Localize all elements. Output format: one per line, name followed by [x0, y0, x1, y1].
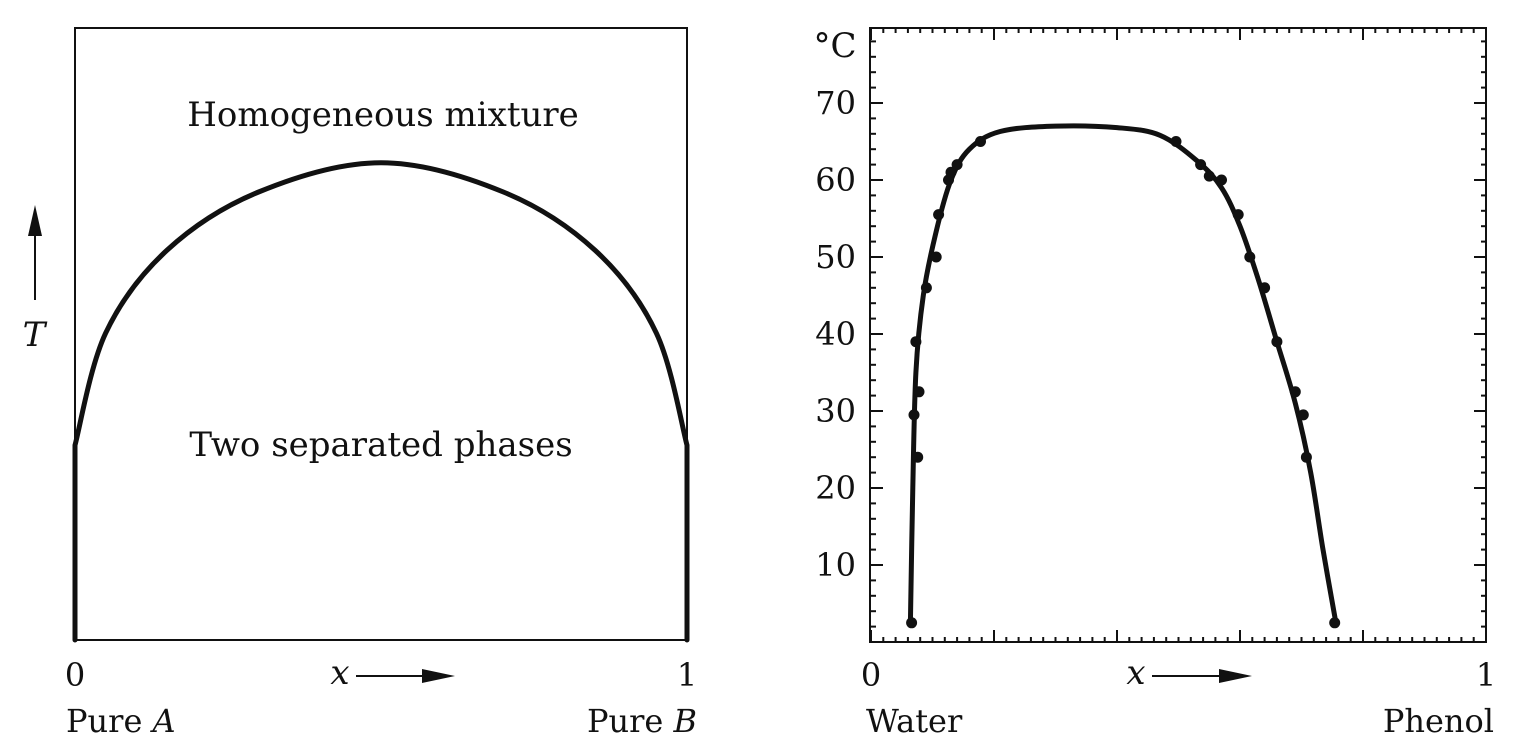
data-point	[1271, 336, 1283, 348]
data-point	[920, 282, 932, 294]
data-point	[1244, 251, 1256, 263]
right-x-tick-label: 0	[861, 656, 881, 694]
y-tick-label: 70	[815, 84, 856, 122]
left-x-axis-label: x	[330, 653, 349, 693]
left-upper-region-label: Homogeneous mixture	[187, 95, 579, 135]
right-axis-ticks	[870, 28, 1487, 643]
data-point	[1232, 209, 1244, 221]
right-panel: 10 20 30 40 50 60 70 °C 0 1 x Water Phenol	[813, 26, 1496, 740]
right-x-end-label-phenol: Phenol	[1383, 702, 1494, 740]
y-tick-label: 60	[815, 161, 856, 199]
data-point	[1195, 159, 1207, 171]
data-point	[975, 136, 986, 147]
data-point	[1259, 282, 1271, 294]
data-point	[1216, 174, 1227, 186]
data-point	[1203, 170, 1215, 182]
right-plot-frame	[869, 27, 1487, 643]
data-point	[912, 451, 924, 463]
right-x-tick-label: 1	[1476, 656, 1496, 694]
left-x-tick-label: 1	[677, 656, 697, 694]
right-y-axis-label: °C	[813, 26, 856, 66]
right-x-axis-label-group: x	[1126, 653, 1252, 693]
right-arrow-icon	[1219, 669, 1252, 683]
y-tick-label: 30	[815, 392, 856, 430]
data-point	[951, 159, 963, 171]
y-tick-label: 20	[815, 469, 856, 507]
left-y-axis-label: T	[23, 315, 48, 355]
data-point	[945, 166, 957, 178]
left-plot-frame	[74, 27, 688, 641]
right-y-tick-labels: 10 20 30 40 50 60 70	[815, 84, 856, 584]
left-x-tick-label: 0	[65, 656, 85, 694]
right-arrow-icon	[422, 669, 455, 683]
data-point	[933, 209, 945, 221]
right-x-end-label-water: Water	[866, 702, 963, 740]
left-lower-region-label: Two separated phases	[189, 425, 572, 465]
data-point	[930, 251, 942, 263]
right-fit-curve	[907, 123, 1339, 626]
data-point	[1297, 409, 1309, 421]
data-point	[908, 409, 920, 421]
y-tick-label: 40	[815, 315, 856, 353]
right-data-points	[906, 136, 1341, 629]
data-point	[1329, 617, 1341, 629]
left-panel: Homogeneous mixture Two separated phases…	[23, 27, 697, 740]
data-point	[906, 617, 918, 629]
y-tick-label: 10	[815, 546, 856, 584]
data-point	[1170, 136, 1182, 147]
left-coexistence-curve	[72, 160, 690, 643]
data-point	[910, 336, 922, 348]
data-point	[1289, 386, 1301, 398]
left-x-end-label-b: Pure B	[587, 702, 697, 740]
left-x-end-label-a: Pure A	[66, 702, 176, 740]
left-x-axis-label-group: x	[330, 653, 455, 693]
data-point	[1300, 451, 1312, 463]
data-point	[913, 386, 925, 398]
right-x-axis-label: x	[1126, 653, 1145, 693]
up-arrow-icon	[28, 205, 42, 236]
y-tick-label: 50	[815, 238, 856, 276]
left-y-axis-label-group: T	[23, 205, 48, 355]
